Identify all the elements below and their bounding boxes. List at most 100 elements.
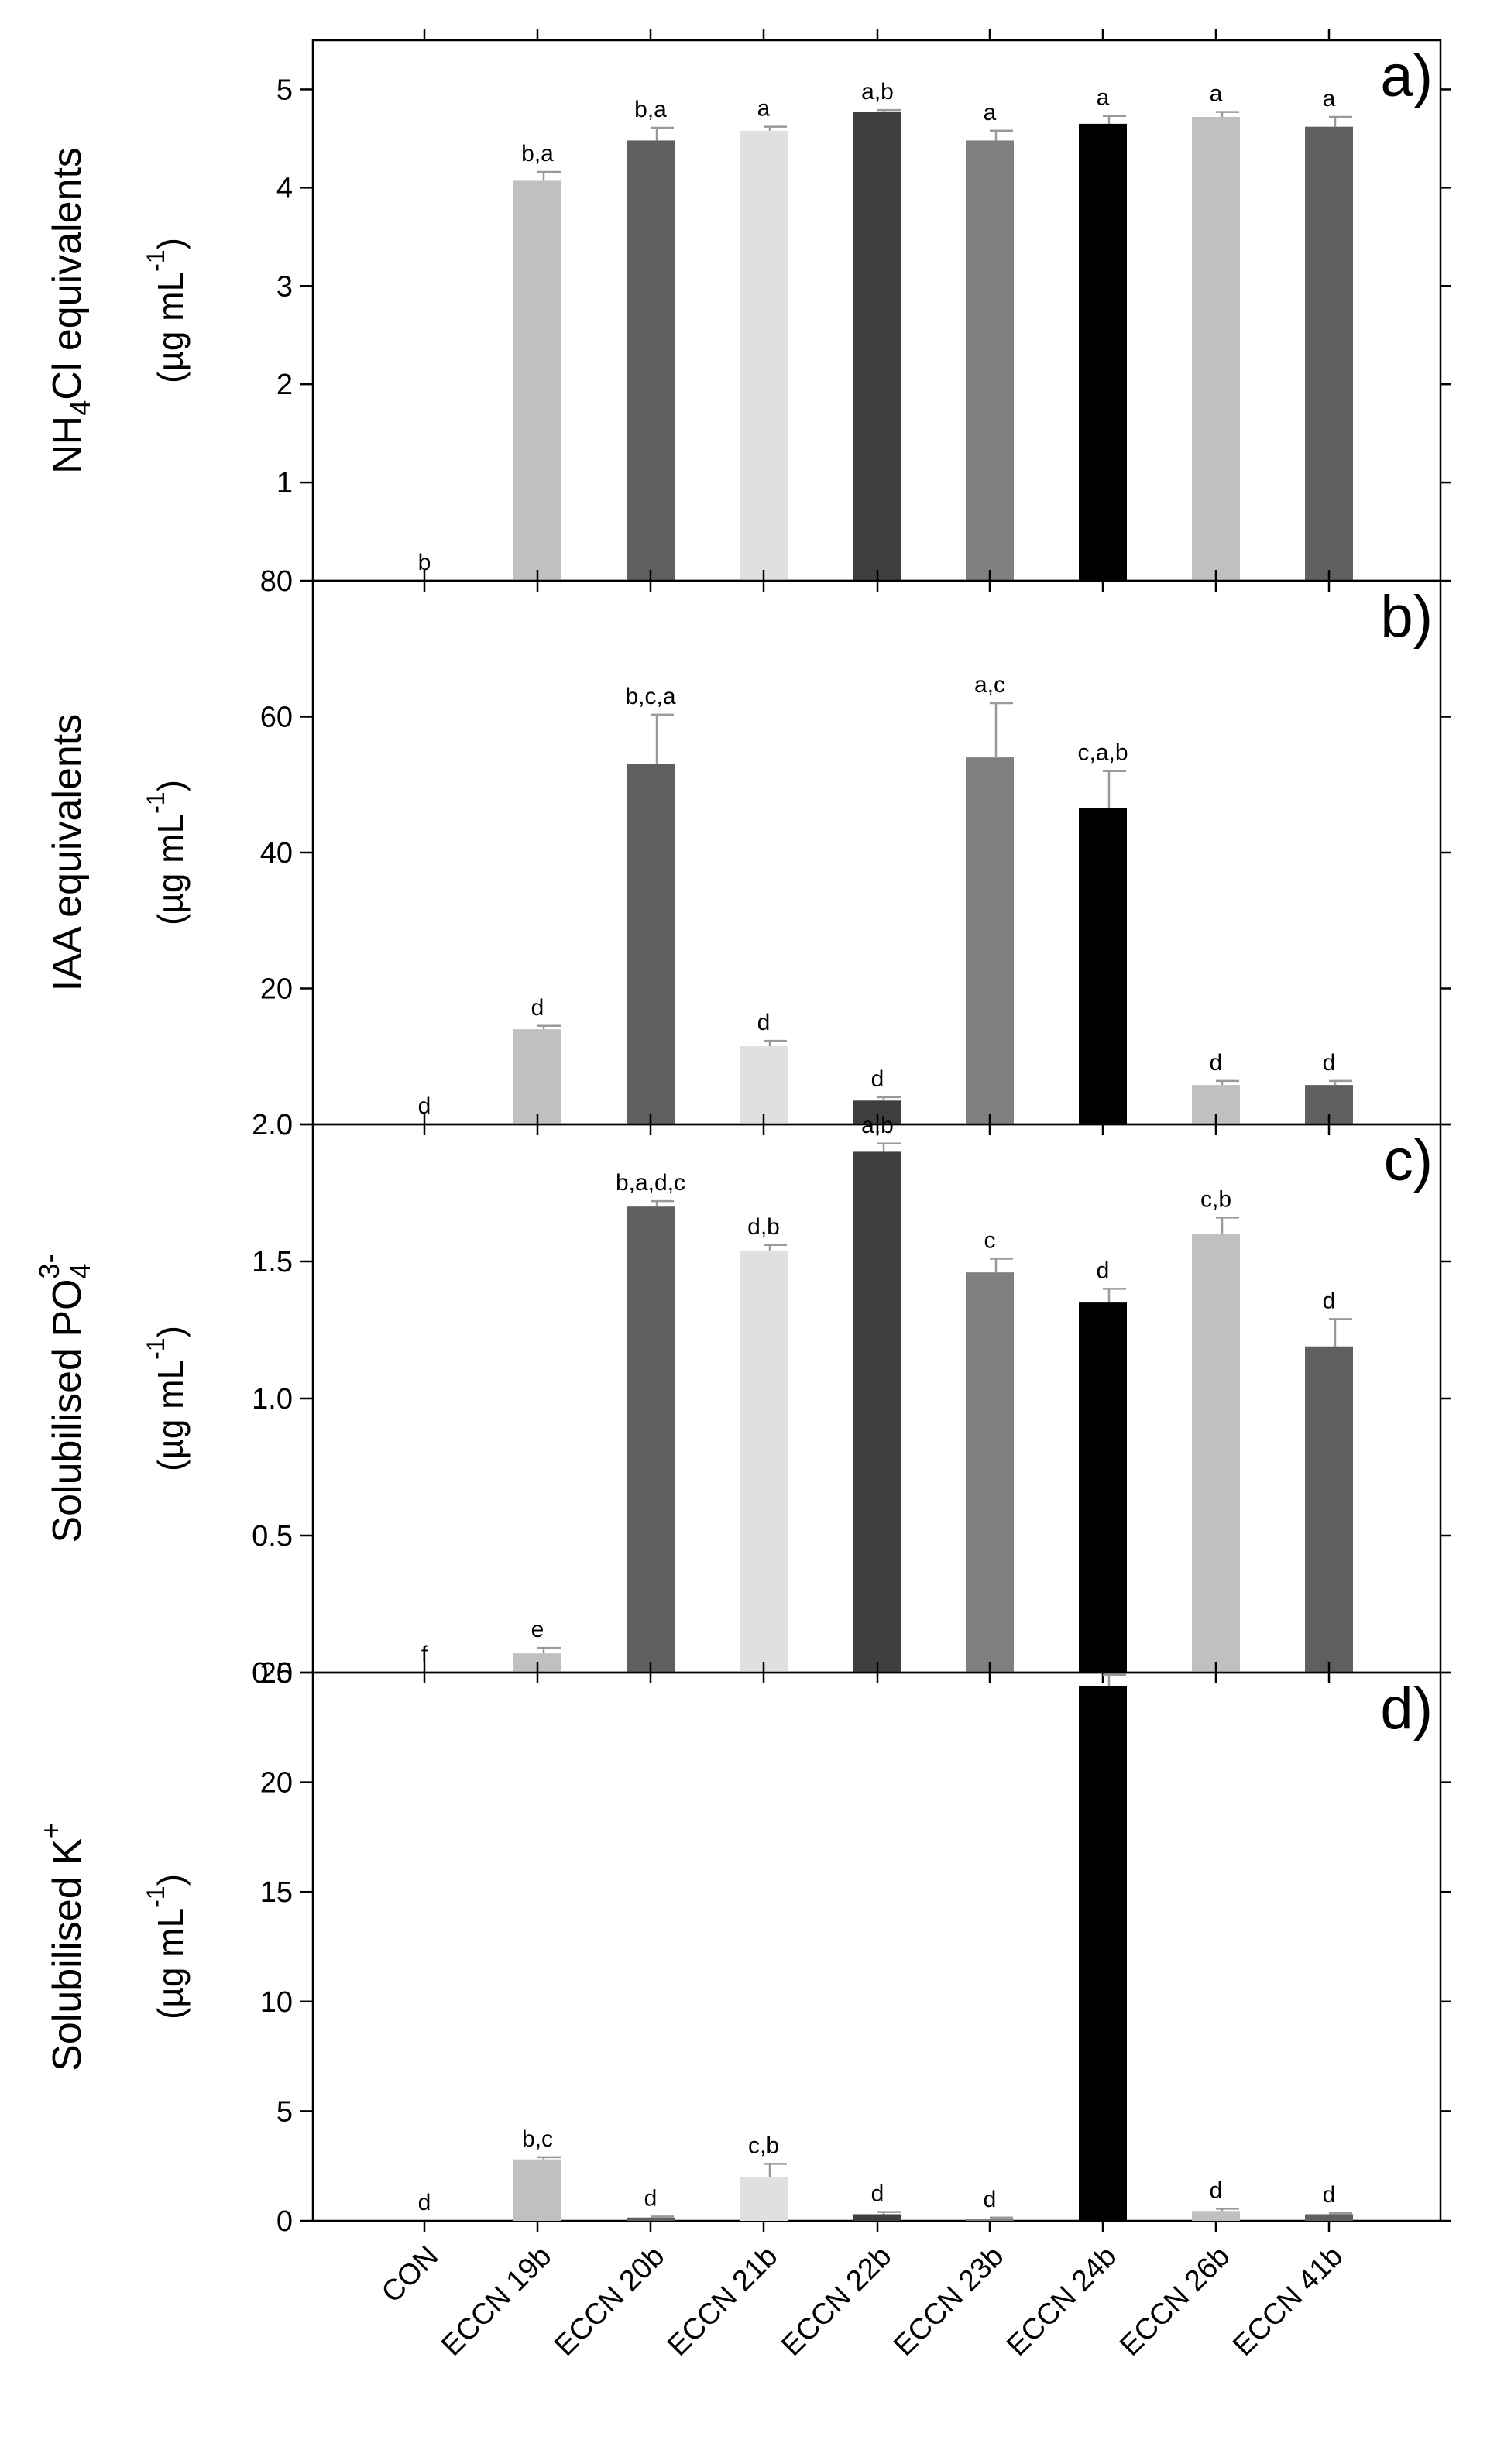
y-tick-label: 2 [276,369,293,401]
significance-letter: b,c [522,2126,553,2152]
bar [853,1151,901,1673]
significance-letter: b [418,550,431,575]
bar [966,757,1014,1124]
y-tick-label: 5 [276,2095,293,2128]
x-category-label: ECCN 23b [888,2240,1010,2363]
significance-letter: b,c,a [625,684,675,709]
bar [966,2219,1014,2221]
panel-tag: a) [1380,43,1433,109]
significance-letter: d [984,2187,997,2212]
significance-letter: a [1210,81,1223,107]
panel-frame [311,1671,1442,2222]
bar [1079,1685,1127,2221]
bar [1305,1346,1353,1673]
y-axis-unit: (µg mL-1) [142,780,191,925]
significance-letter: d,b [747,1214,780,1240]
bar [1192,1234,1240,1673]
y-tick-label: 1.5 [252,1246,293,1278]
bar [740,1250,788,1673]
bar [966,140,1014,581]
significance-letter: d [1210,2177,1223,2203]
y-tick-label: 20 [260,1767,293,1800]
x-category-label: ECCN 22b [775,2240,898,2363]
y-tick-label: 40 [260,837,293,870]
bar [1192,116,1240,582]
significance-letter: c [984,1227,996,1253]
panel-tag: c) [1384,1127,1433,1193]
significance-letter: c,b [1200,1186,1231,1212]
y-tick-label: 1.0 [252,1383,293,1416]
significance-letter: d [1210,1050,1223,1076]
bar [1079,123,1127,581]
y-tick-label: 0 [276,2205,293,2238]
significance-letter: b,a [521,141,554,166]
y-axis-label: Solubilised K+ [35,1822,90,2071]
bar [740,130,788,582]
y-tick-label: 4 [276,172,293,204]
panel-tag: d) [1380,1676,1433,1742]
y-tick-label: 3 [276,270,293,303]
bar [1305,2214,1353,2221]
y-tick-label: 1 [276,467,293,499]
significance-letter: d [418,2190,431,2215]
bar [740,2177,788,2221]
panel-tag: b) [1380,584,1433,650]
significance-letter: d [418,1093,431,1119]
bar [853,112,901,582]
bar [627,2217,675,2221]
x-category-label: ECCN 41b [1227,2240,1349,2363]
y-tick-label: 10 [260,1986,293,2019]
significance-letter: b,a,d,c [616,1170,685,1196]
y-tick-label: 2.0 [252,1109,293,1141]
x-category-label: ECCN 24b [1001,2240,1123,2363]
significance-letter: d [871,1066,884,1092]
significance-letter: d [1323,2182,1336,2208]
y-axis-label: NH4Cl equivalents [45,147,96,474]
significance-letter: e [531,1617,544,1642]
bar [627,764,675,1124]
significance-letter: b,a [634,97,667,122]
significance-letter: d [1323,1050,1336,1076]
x-category-label: ECCN 20b [548,2240,671,2363]
significance-letter: d [644,2185,658,2211]
significance-letter: d [757,1010,771,1035]
y-tick-label: 20 [260,973,293,1006]
bar [513,1029,561,1124]
significance-letter: a,b [861,1113,894,1138]
y-tick-label: 0 [276,1109,293,1141]
significance-letter: a,c [974,672,1005,698]
bar [740,1046,788,1124]
bar [966,1272,1014,1673]
y-axis-label: Solubilised PO43- [33,1254,96,1543]
significance-letter: d [1323,1288,1336,1313]
significance-letter: a [1097,1644,1110,1670]
x-category-label: ECCN 19b [435,2240,558,2363]
bar [1079,1302,1127,1673]
y-axis-label: IAA equivalents [45,714,90,991]
y-tick-label: 0.5 [252,1520,293,1553]
significance-letter: a [757,96,771,122]
significance-letter: d [531,995,544,1021]
y-tick-label: 80 [260,565,293,598]
y-tick-label: 25 [260,1657,293,1690]
significance-letter: a [1323,86,1336,112]
y-axis-unit: (µg mL-1) [142,1326,191,1471]
bar [1305,126,1353,581]
significance-letter: c,a,b [1077,740,1128,766]
bar [627,140,675,581]
significance-letter: d [871,2181,884,2207]
bar [513,2159,561,2221]
x-category-label: ECCN 26b [1114,2240,1236,2363]
bar [627,1206,675,1673]
significance-letter: a [984,100,997,125]
y-tick-label: 0.0 [252,1657,293,1690]
x-category-label: ECCN 21b [661,2240,784,2363]
significance-letter: f [421,1642,428,1667]
y-tick-label: 15 [260,1876,293,1909]
bar [1192,2211,1240,2221]
y-tick-label: 60 [260,702,293,734]
significance-letter: c,b [748,2133,779,2158]
bar [513,180,561,582]
bar [1079,808,1127,1124]
